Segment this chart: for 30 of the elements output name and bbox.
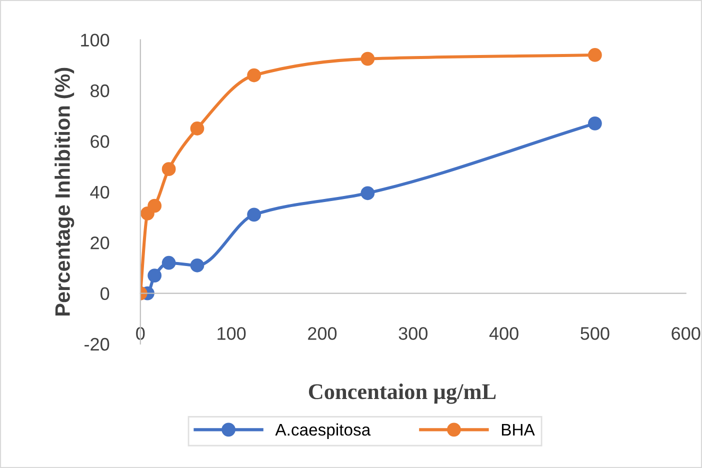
x-tick-label: 200 [308,327,337,340]
point [247,208,261,222]
point [148,268,162,282]
y-tick-label: 20 [90,236,110,250]
x-tick-label: 100 [218,327,246,340]
point [190,258,204,272]
point [148,198,162,213]
point [360,186,375,200]
point [162,162,176,176]
y-tick-label: 0 [100,287,110,300]
point [360,52,375,66]
y-tick-label: 40 [90,186,110,199]
x-tick-label: 300 [398,327,428,340]
legend-label: A.caespitosa [275,423,371,439]
y-tick-label: 80 [90,84,110,98]
y-tick-label: 60 [90,135,110,148]
x-axis-title: Concentaion µg/mL [308,384,496,404]
y-tick-label: 100 [81,34,110,46]
point [588,116,602,130]
point [190,122,204,136]
point [588,48,602,62]
y-tick-label: -20 [84,338,110,351]
point [162,256,176,270]
x-tick-label: 0 [136,327,145,340]
y-axis-title: Percentage Inhibition (%) [54,68,74,316]
point [247,68,261,82]
x-tick-label: 600 [672,327,700,340]
legend-label: BHA [502,424,535,436]
x-tick-label: 400 [489,327,518,340]
x-tick-label: 500 [580,327,610,340]
